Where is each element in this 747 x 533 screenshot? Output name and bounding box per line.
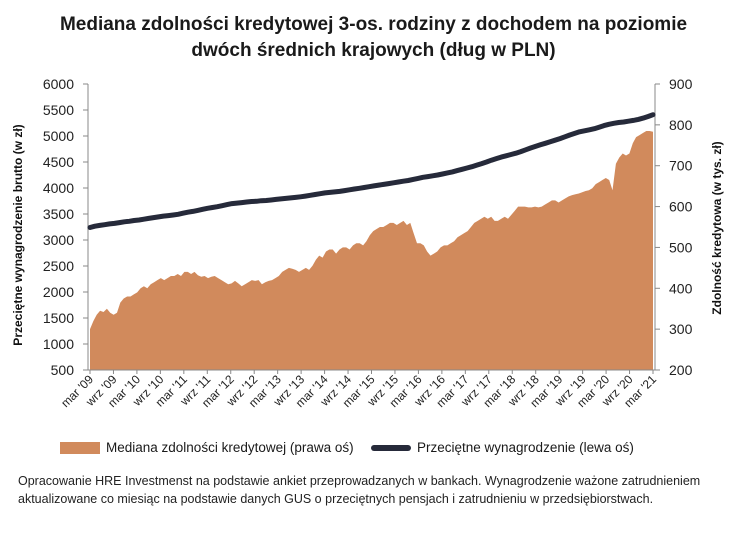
legend-swatch-area [60, 441, 100, 454]
y-tick-right: 900 [669, 76, 693, 92]
y-tick-left: 1000 [43, 336, 74, 352]
y-tick-left: 2000 [43, 284, 74, 300]
y-tick-right: 300 [669, 321, 693, 337]
y-axis-right-title: Zdolność kredytowa (w tys. zł) [710, 141, 724, 314]
y-tick-right: 400 [669, 280, 693, 296]
y-tick-left: 4000 [43, 180, 74, 196]
y-tick-right: 700 [669, 158, 693, 174]
chart-plot: 6000 5500 5000 4500 4000 3500 3000 2500 2000 1500… [11, 76, 724, 410]
line-series-wage [87, 112, 656, 230]
y-tick-left: 1500 [43, 310, 74, 326]
area-series-capacity [90, 131, 653, 370]
chart-title: Mediana zdolności kredytowej 3-os. rodzi… [0, 12, 747, 64]
legend-label-area: Mediana zdolności kredytowej (prawa oś) [106, 440, 354, 455]
y-tick-right: 600 [669, 199, 693, 215]
y-tick-right: 500 [669, 239, 693, 255]
y-tick-left: 4500 [43, 154, 74, 170]
y-axis-left-title: Przeciętne wynagrodzenie brutto (w zł) [11, 124, 25, 345]
chart-title-line-1: Mediana zdolności kredytowej 3-os. rodzi… [59, 14, 688, 35]
y-tick-left: 500 [51, 362, 75, 378]
line-series-group [87, 112, 656, 230]
y-tick-left: 5500 [43, 102, 74, 118]
footnote: Opracowanie HRE Investmenst na podstawie… [18, 474, 701, 506]
axes-group [83, 83, 660, 374]
y-tick-left: 3000 [43, 232, 74, 248]
chart-title-line-2: dwóch średnich krajowych (dług w PLN) [191, 40, 556, 61]
legend-item-area: Mediana zdolności kredytowej (prawa oś) [60, 440, 354, 455]
y-tick-left: 2500 [43, 258, 74, 274]
legend-swatch-line [371, 444, 411, 451]
y-tick-right: 800 [669, 117, 693, 133]
y-tick-right: 200 [669, 362, 693, 378]
legend-item-line: Przeciętne wynagrodzenie (lewa oś) [371, 440, 634, 455]
y-tick-left: 5000 [43, 128, 74, 144]
y-tick-left: 6000 [43, 76, 74, 92]
y-tick-left: 3500 [43, 206, 74, 222]
area-series-group [90, 131, 653, 370]
legend-label-line: Przeciętne wynagrodzenie (lewa oś) [417, 440, 634, 455]
